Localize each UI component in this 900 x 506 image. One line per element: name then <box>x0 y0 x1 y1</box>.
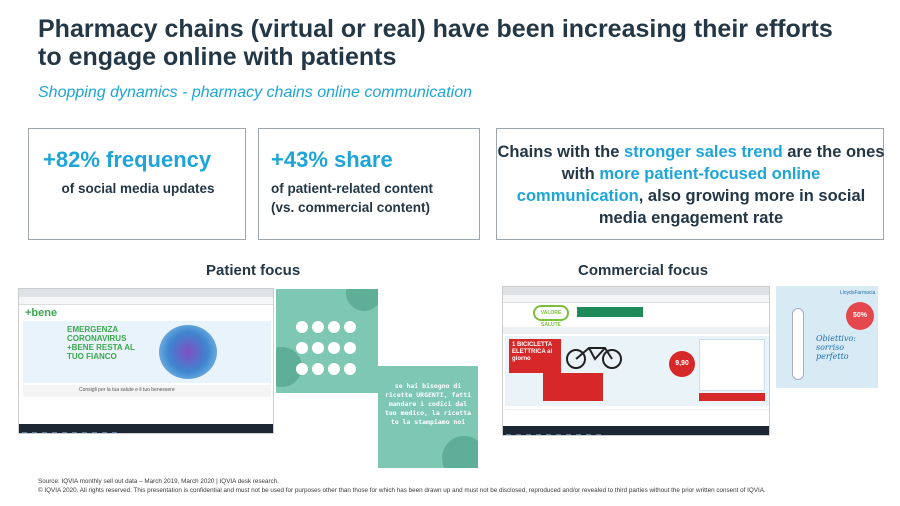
commercial-focus-label: Commercial focus <box>578 262 709 279</box>
contest-button <box>699 393 765 401</box>
site-menu <box>503 327 769 334</box>
copyright-note: © IQVIA 2020. All rights reserved. This … <box>38 487 766 494</box>
virus-illustration <box>159 325 217 379</box>
promo-text: 1 BICICLETTA ELETTRICA al giorno <box>509 339 561 373</box>
patient-social-post-message: se hai bisogno di ricette URGENTI, fatti… <box>378 366 478 468</box>
header-banner <box>577 307 643 317</box>
tagline-text: Consigli per la tua salute e il tuo bene… <box>79 387 175 393</box>
brand-name: LloydsFarmacia <box>840 290 876 296</box>
price-badge: 9,90 <box>669 351 695 377</box>
kpi-description-line1: of patient-related content <box>271 181 434 196</box>
page-content-lower <box>505 409 769 427</box>
patient-website-screenshot: +bene EMERGENZA CORONAVIRUS +BENE RESTA … <box>18 288 274 434</box>
gear-icon <box>442 436 478 468</box>
discount-badge: 50% <box>846 302 874 330</box>
bicycle-icon <box>566 347 622 369</box>
ad-slogan: Obiettivo: sorriso perfetto <box>816 334 856 361</box>
insight-text: Chains with the stronger sales trend are… <box>497 141 885 229</box>
insight-part: Chains with the <box>497 143 625 161</box>
insight-part: , also growing more in social media enga… <box>598 187 866 227</box>
hero-banner <box>23 321 271 383</box>
kpi-description: of patient-related content (vs. commerci… <box>271 179 433 217</box>
hygiene-icons-grid <box>294 319 362 382</box>
patient-focus-label: Patient focus <box>206 262 301 279</box>
source-note: Source: IQVIA monthly sell out data – Ma… <box>38 478 280 485</box>
browser-urlbar <box>19 297 273 305</box>
footer-notes: Source: IQVIA monthly sell out data – Ma… <box>38 477 878 495</box>
hero-text: EMERGENZA CORONAVIRUS +BENE RESTA AL TUO… <box>67 325 135 361</box>
page-title: Pharmacy chains (virtual or real) have b… <box>38 15 833 71</box>
kpi-value: +82% frequency <box>43 147 212 172</box>
product-card <box>699 339 765 391</box>
insight-highlight: more patient-focused online communicatio… <box>516 165 821 205</box>
kpi-description: of social media updates <box>61 181 215 196</box>
insight-box: Chains with the stronger sales trend are… <box>496 128 884 240</box>
kpi-box-share: +43% share of patient-related content (v… <box>258 128 480 240</box>
kpi-description-line2: (vs. commercial content) <box>271 200 431 215</box>
commercial-website-screenshot: VALORE SALUTE 1 BICICLETTA ELETTRICA al … <box>502 286 770 436</box>
kpi-value: +43% share <box>271 147 393 172</box>
browser-tabbar <box>19 289 273 297</box>
page-subtitle: Shopping dynamics - pharmacy chains onli… <box>38 84 472 101</box>
brand-logo: VALORE SALUTE <box>533 305 569 328</box>
post-message: se hai bisogno di ricette URGENTI, fatti… <box>384 382 472 426</box>
tagline-strip <box>23 385 271 397</box>
patient-social-post-icons <box>276 289 378 393</box>
offer-banner <box>543 373 603 401</box>
browser-urlbar <box>503 295 769 303</box>
toothbrush-image <box>792 308 804 380</box>
kpi-box-frequency: +82% frequency of social media updates <box>28 128 246 240</box>
gear-icon <box>346 289 378 311</box>
insight-highlight: stronger sales trend <box>624 143 783 161</box>
browser-tabbar <box>503 287 769 295</box>
insight-part: are the ones with <box>561 143 885 183</box>
windows-taskbar <box>19 424 273 433</box>
windows-taskbar <box>503 426 769 435</box>
commercial-social-ad: LloydsFarmacia 50% Obiettivo: sorriso pe… <box>776 286 878 388</box>
pharmacy-logo: +bene <box>25 307 58 319</box>
